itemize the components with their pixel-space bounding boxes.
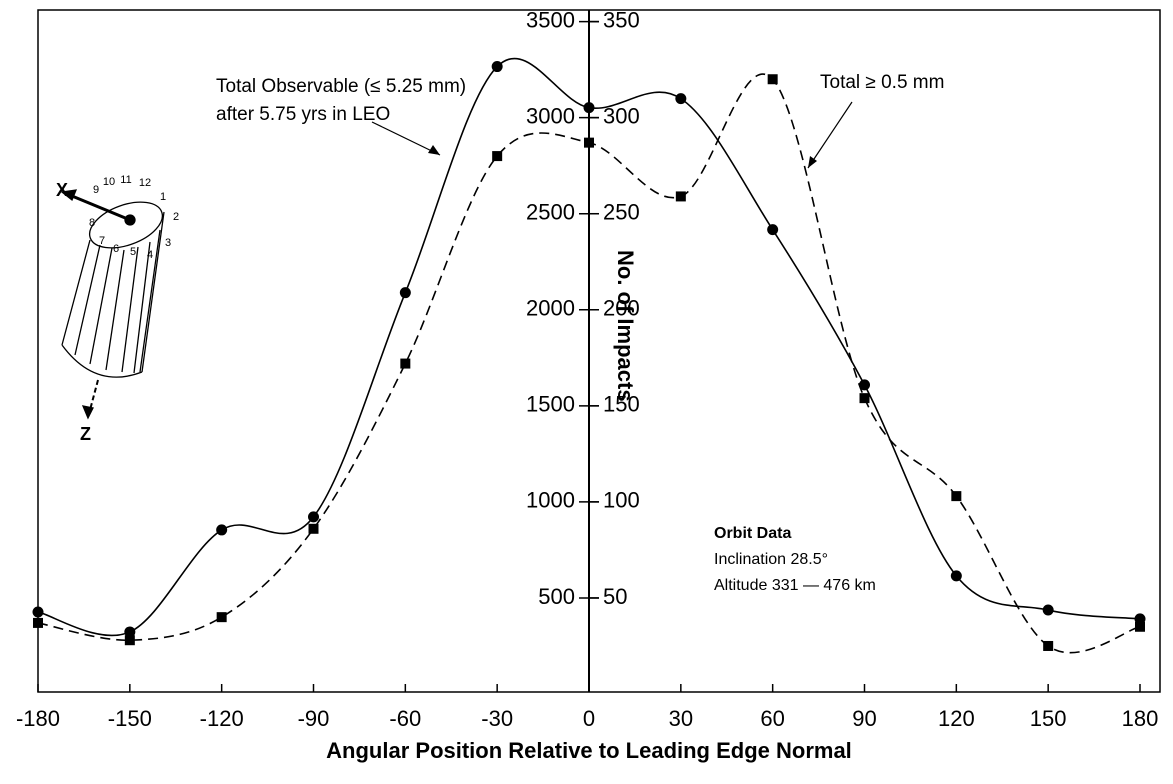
data-point [492,151,503,162]
y-tick-label: 3500 [526,7,575,32]
y-tick-label: 2000 [526,296,575,321]
y-tick-label: 1500 [526,392,575,417]
data-point [216,524,228,536]
x-tick-label: 90 [852,706,876,731]
annotation: Total ≥ 0.5 mm [820,72,944,93]
y-axis-label: No. of Impacts [613,250,638,402]
orbit-text: Altitude 331 — 476 km [714,577,876,594]
annotation-arrow [371,121,441,156]
annotation-arrow [807,101,853,169]
x-tick-label: -120 [200,706,244,731]
icon-position-label: 3 [165,237,171,249]
icon-position-label: 6 [113,243,119,255]
icon-position-label: 7 [99,235,105,247]
data-point [1043,640,1054,651]
icon-position-label: 5 [130,246,136,258]
data-point [859,379,870,391]
data-point [951,491,962,502]
y2-tick-label: 50 [603,584,627,609]
data-point [675,191,686,202]
data-point [491,61,503,73]
icon-position-label: 4 [147,249,153,261]
y2-tick-label: 100 [603,488,640,513]
y2-tick-label: 150 [603,392,640,417]
x-tick-label: 60 [760,706,784,731]
icon-position-label: 1 [160,191,166,203]
data-point [124,635,135,646]
x-tick-label: -90 [298,706,330,731]
data-point [1042,604,1054,616]
y-tick-label: 3000 [526,103,575,128]
icon-position-label: 11 [120,174,131,186]
icon-position-label: 10 [103,176,115,188]
data-point [767,74,778,85]
data-point [583,102,595,114]
y2-tick-label: 350 [603,7,640,32]
series-line [37,57,1141,637]
orbit-text: Inclination 28.5° [714,551,828,568]
x-tick-label: -60 [389,706,421,731]
data-point [675,93,687,105]
data-point [859,393,870,404]
x-axis-label: Angular Position Relative to Leading Edg… [326,738,852,763]
data-point [584,137,594,148]
x-tick-label: 120 [938,706,975,731]
y-tick-label: 2500 [526,200,575,225]
data-point [308,523,319,534]
plot-frame [37,9,1161,693]
y-tick-label: 500 [538,584,575,609]
icon-position-label: 9 [93,184,99,196]
data-point [1134,613,1146,625]
icon-position-label: 8 [89,217,95,229]
x-tick-label: -150 [108,706,152,731]
data-point [950,570,962,582]
orbit-title: Orbit Data [714,525,791,542]
icon-label: X [56,180,68,200]
x-tick-label: -30 [481,706,513,731]
data-point [1135,621,1145,632]
icon-position-label: 2 [173,211,179,223]
x-tick-label: 30 [669,706,693,731]
y2-tick-label: 250 [603,200,640,225]
icon-position-label: 12 [139,177,151,189]
data-point [33,617,43,628]
annotation: after 5.75 yrs in LEO [216,104,390,125]
x-tick-label: 0 [583,706,595,731]
y2-tick-label: 200 [603,296,640,321]
cylinder-icon [60,189,165,420]
data-point [216,612,227,623]
data-point [399,287,411,299]
arrow-head [808,156,817,168]
arrow-head [428,145,440,155]
data-point [124,626,136,638]
icon-label: Z [80,424,91,444]
data-point [767,224,779,236]
x-tick-label: -180 [16,706,60,731]
data-point [32,606,44,618]
y-tick-label: 1000 [526,488,575,513]
data-point [308,511,319,523]
y2-tick-label: 300 [603,103,640,128]
annotation: Total Observable (≤ 5.25 mm) [216,76,466,97]
data-point [400,358,411,369]
x-tick-label: 150 [1030,706,1067,731]
x-tick-label: 180 [1122,706,1159,731]
